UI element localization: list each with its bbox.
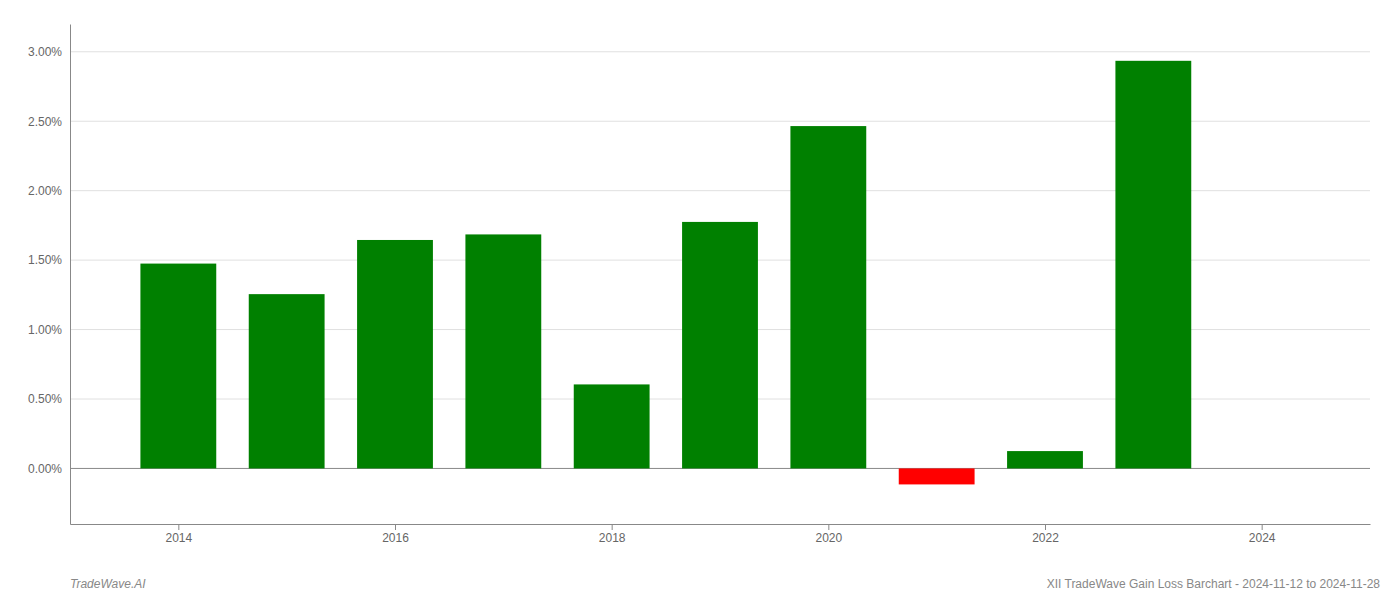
footer: TradeWave.AI XII TradeWave Gain Loss Barc…	[70, 577, 1380, 591]
bar	[249, 294, 325, 468]
y-tick: 0.50%	[28, 392, 70, 406]
x-axis-line	[71, 524, 1371, 525]
x-tick-label: 2016	[382, 531, 409, 545]
x-tick-mark	[612, 524, 613, 530]
annotation: TradeWave.AI	[70, 577, 146, 591]
x-tick-label: 2020	[815, 531, 842, 545]
plot: 0.00%0.50%1.00%1.50%2.00%2.50%3.00%20142…	[28, 25, 1371, 545]
bar	[465, 234, 541, 468]
x-tick-mark	[178, 524, 179, 530]
y-tick: 2.00%	[28, 184, 70, 198]
x-tick: 2020	[815, 524, 842, 545]
x-tick-label: 2018	[599, 531, 626, 545]
y-tick-label: 3.00%	[28, 45, 62, 59]
annotation: XII TradeWave Gain Loss Barchart - 2024-…	[1047, 577, 1381, 591]
x-tick: 2024	[1249, 524, 1276, 545]
y-axis: 0.00% 0.50% 1.00% 1.50% 2.00% 2.50% 3.00%	[28, 25, 71, 525]
x-tick: 2014	[165, 524, 192, 545]
x-tick-label: 2024	[1249, 531, 1276, 545]
chart: 0.00%0.50%1.00%1.50%2.00%2.50%3.00%20142…	[0, 0, 1400, 600]
x-tick-mark	[1045, 524, 1046, 530]
x-tick-mark	[828, 524, 829, 530]
bar	[1115, 61, 1191, 469]
y-tick: 2.50%	[28, 115, 70, 129]
grid-line	[70, 51, 1370, 52]
y-tick: 3.00%	[28, 45, 70, 59]
y-tick-label: 0.50%	[28, 392, 62, 406]
y-axis-line	[70, 25, 71, 525]
x-tick: 2022	[1032, 524, 1059, 545]
bar	[574, 384, 650, 468]
x-tick: 2018	[599, 524, 626, 545]
y-tick-label: 0.00%	[28, 462, 62, 476]
bar	[682, 222, 758, 469]
y-tick: 1.00%	[28, 323, 70, 337]
x-axis: 2014 2016 2018 2020 2022 2024	[71, 524, 1371, 545]
y-tick-label: 2.00%	[28, 184, 62, 198]
x-tick-mark	[395, 524, 396, 530]
y-tick-label: 1.50%	[28, 253, 62, 267]
grid	[70, 52, 1370, 469]
bar	[140, 264, 216, 469]
x-tick-mark	[1262, 524, 1263, 530]
y-tick: 1.50%	[28, 253, 70, 267]
y-tick-label: 2.50%	[28, 115, 62, 129]
bars	[140, 61, 1191, 485]
x-tick: 2016	[382, 524, 409, 545]
y-tick: 0.00%	[28, 462, 70, 476]
bar	[790, 126, 866, 468]
bar	[1007, 451, 1083, 468]
x-tick-label: 2014	[165, 531, 192, 545]
x-tick-label: 2022	[1032, 531, 1059, 545]
bar	[899, 468, 975, 484]
y-tick-label: 1.00%	[28, 323, 62, 337]
bar	[357, 240, 433, 468]
